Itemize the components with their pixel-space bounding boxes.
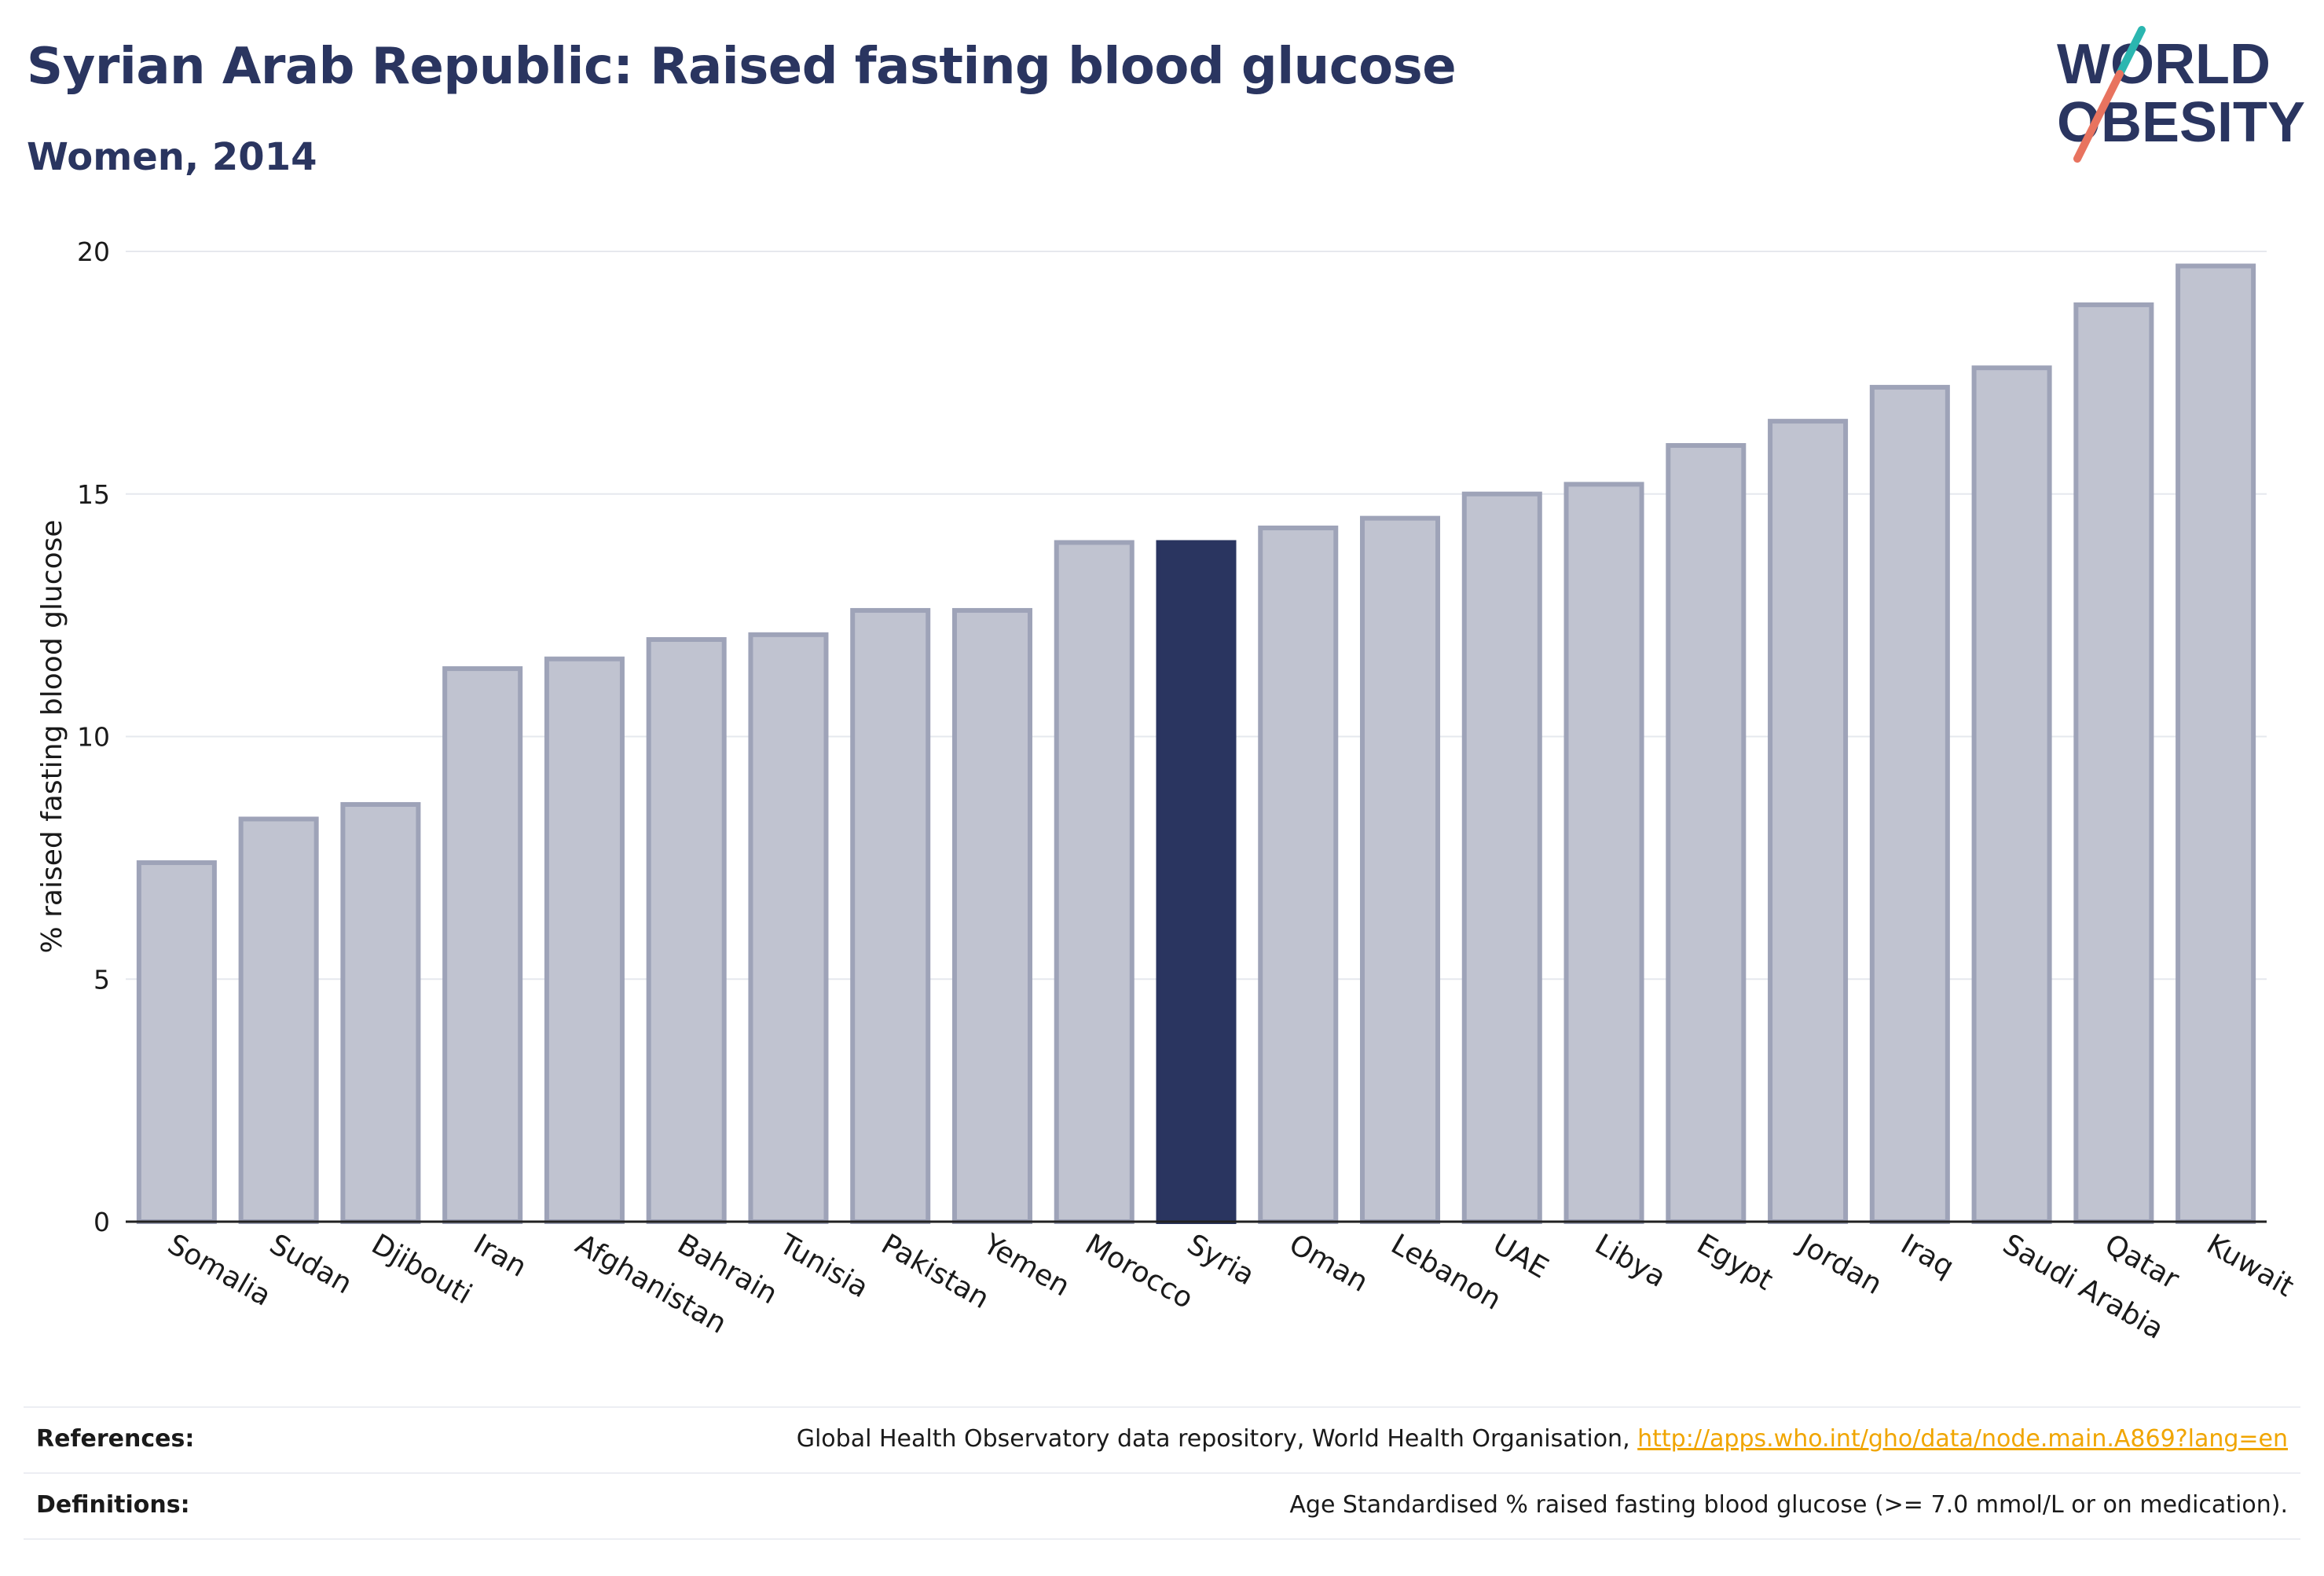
bar-saudi-arabia [1971, 365, 2052, 1225]
definitions-label: Definitions: [36, 1491, 190, 1519]
x-tick-label: Libya [1589, 1228, 1671, 1294]
bar-somalia [136, 860, 217, 1225]
world-obesity-logo: WORLD OBESITY [2057, 26, 2305, 163]
bar-lebanon [1360, 515, 1441, 1224]
bar-syria [1156, 540, 1237, 1224]
bar-egypt [1666, 443, 1747, 1224]
bar-djibouti [340, 801, 421, 1224]
bar-bahrain [646, 637, 727, 1224]
x-tick-label: Oman [1284, 1228, 1373, 1299]
references-text: Global Health Observatory data repositor… [796, 1425, 1638, 1453]
x-tick-label: Sudan [264, 1228, 357, 1300]
logo-text-world: WORLD [2057, 33, 2271, 96]
footer: References: Global Health Observatory da… [24, 1406, 2300, 1540]
x-tick-label: Iraq [1895, 1228, 1959, 1284]
x-tick-label: Pakistan [876, 1228, 995, 1315]
x-tick-label: Kuwait [2201, 1228, 2300, 1303]
bar-sudan [238, 816, 319, 1224]
bar-pakistan [850, 607, 931, 1224]
bars [136, 263, 2256, 1225]
bar-oman [1258, 525, 1339, 1224]
x-tick-label: Tunisia [773, 1228, 874, 1304]
y-axis-title: % raised fasting blood glucose [36, 519, 68, 953]
y-tick-label: 15 [77, 479, 110, 510]
definitions-row: Definitions: Age Standardised % raised f… [24, 1472, 2300, 1540]
x-tick-label: Iran [468, 1228, 532, 1284]
x-tick-label: Egypt [1692, 1228, 1778, 1296]
chart-subtitle: Women, 2014 [27, 135, 317, 179]
logo-slash-bottom [2073, 70, 2124, 163]
y-tick-label: 0 [93, 1207, 110, 1237]
bar-afghanistan [544, 656, 625, 1224]
references-value: Global Health Observatory data repositor… [797, 1425, 2288, 1453]
bar-morocco [1054, 540, 1135, 1224]
bar-libya [1563, 482, 1644, 1224]
bar-jordan [1768, 419, 1849, 1224]
bar-qatar [2073, 302, 2154, 1224]
x-tick-label: Syria [1182, 1228, 1259, 1292]
x-tick-label: Jordan [1792, 1227, 1887, 1301]
x-tick-label: Morocco [1080, 1228, 1198, 1315]
y-tick-label: 10 [77, 722, 110, 753]
bar-yemen [951, 607, 1032, 1224]
x-tick-label: Djibouti [366, 1228, 477, 1310]
bar-uae [1461, 491, 1542, 1224]
y-tick-label: 5 [93, 964, 110, 995]
references-row: References: Global Health Observatory da… [24, 1406, 2300, 1472]
references-link[interactable]: http://apps.who.int/gho/data/node.main.A… [1637, 1425, 2288, 1453]
logo-slash-top [2116, 26, 2146, 78]
x-tick-label: UAE [1487, 1228, 1553, 1285]
bar-kuwait [2176, 263, 2256, 1224]
x-tick-label: Somalia [162, 1228, 276, 1313]
references-label: References: [36, 1425, 195, 1453]
y-axis-ticks: 0 5 10 15 20 [77, 236, 110, 1237]
definitions-value: Age Standardised % raised fasting blood … [1289, 1491, 2288, 1519]
bar-tunisia [748, 632, 829, 1224]
x-tick-label: Lebanon [1386, 1228, 1507, 1317]
bar-iraq [1869, 384, 1950, 1224]
bar-iran [442, 666, 523, 1224]
y-tick-label: 20 [77, 236, 110, 267]
chart-title: Syrian Arab Republic: Raised fasting blo… [27, 38, 1457, 96]
